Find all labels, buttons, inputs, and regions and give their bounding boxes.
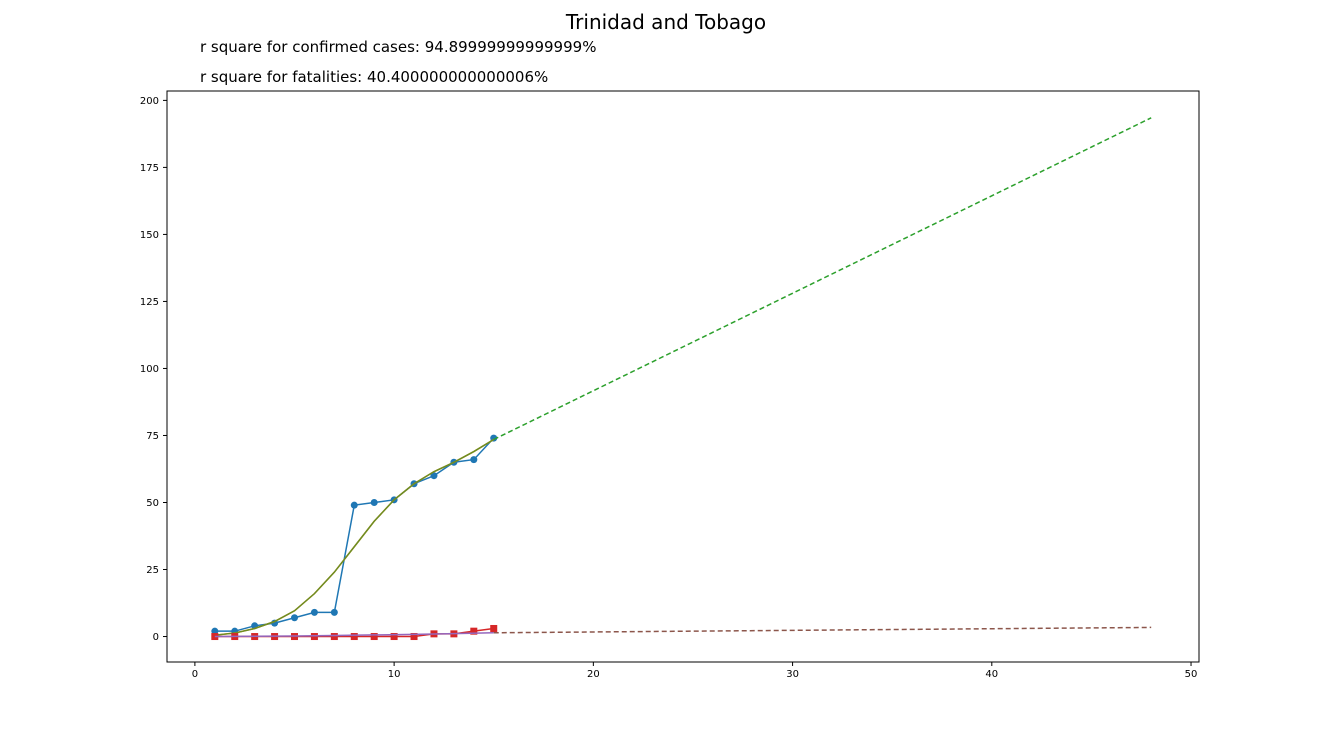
x-tick-label: 40 (985, 669, 998, 680)
series-4-point (330, 633, 338, 641)
x-tick-label: 0 (192, 669, 198, 680)
x-tick-label: 30 (786, 669, 799, 680)
r-square-fatalities-note: r square for fatalities: 40.400000000000… (200, 68, 549, 86)
series-0-point (330, 608, 338, 616)
series-6-line (493, 626, 1152, 634)
series-3-line (493, 117, 1152, 441)
y-tick-label: 0 (153, 632, 159, 643)
series-4-point (490, 624, 498, 632)
y-tick-label: 150 (140, 230, 159, 241)
axis-layer: 0 10 20 30 40 50 0 25 50 75 100 125 150 175 200 (140, 96, 1197, 680)
series-0-point (370, 498, 378, 506)
y-tick-label: 50 (146, 498, 159, 509)
series-4-point (390, 633, 398, 641)
r-square-confirmed-note: r square for confirmed cases: 94.8999999… (200, 38, 597, 56)
y-tick-label: 175 (140, 163, 159, 174)
series-0-point (211, 627, 219, 635)
chart-title: Trinidad and Tobago (565, 10, 767, 34)
series-4-point (370, 633, 378, 641)
x-tick-label: 20 (587, 669, 600, 680)
series-2-line (214, 438, 495, 636)
plot-frame (166, 90, 1200, 663)
series-4-point (310, 633, 318, 641)
series-0-point (470, 456, 478, 464)
series-0-point (350, 501, 358, 509)
series-1-line (214, 438, 495, 636)
series-layer (211, 117, 1152, 641)
series-4-point (350, 633, 358, 641)
y-tick-label: 100 (140, 364, 159, 375)
series-0-point (291, 614, 299, 622)
series-0-line (214, 437, 495, 632)
x-tick-label: 50 (1185, 669, 1198, 680)
series-0-point (310, 608, 318, 616)
y-tick-label: 200 (140, 96, 159, 107)
y-tick-label: 25 (146, 565, 159, 576)
y-tick-label: 75 (146, 431, 159, 442)
series-4-point (410, 633, 418, 641)
series-4-point (470, 627, 478, 635)
series-5-line (214, 632, 494, 638)
x-tick-label: 10 (388, 669, 401, 680)
y-tick-label: 125 (140, 297, 159, 308)
series-0-point (430, 472, 438, 480)
